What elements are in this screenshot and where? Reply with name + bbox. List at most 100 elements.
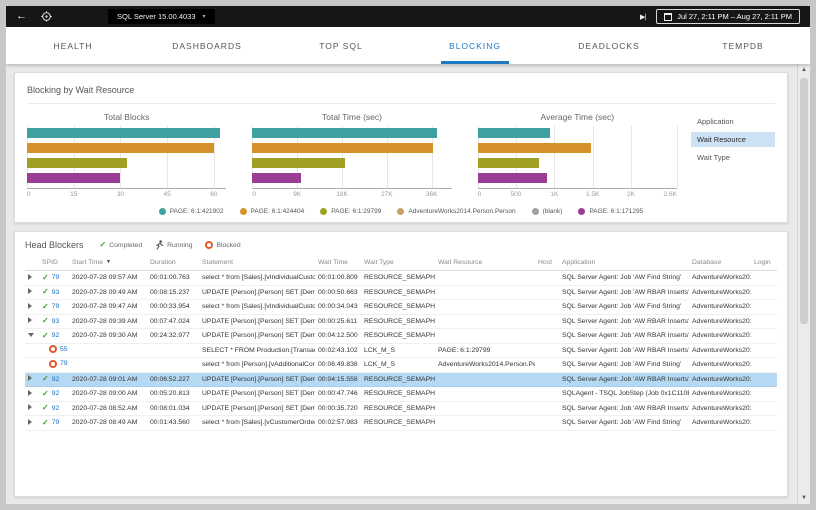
tab-top-sql[interactable]: TOP SQL <box>319 40 363 51</box>
spid-link[interactable]: 79 <box>51 419 60 427</box>
tab-bar: HEALTH DASHBOARDS TOP SQL BLOCKING DEADLOCKS… <box>6 27 810 64</box>
cell-duration: 00:01:00.763 <box>147 270 199 286</box>
tab-deadlocks[interactable]: DEADLOCKS <box>578 40 640 51</box>
bar-page-6-1-421902[interactable] <box>252 128 437 138</box>
col-login[interactable]: Login <box>751 256 777 271</box>
bar-page-6-1-424404[interactable] <box>477 143 592 153</box>
spid-link[interactable]: 92 <box>51 375 60 383</box>
table-row[interactable]: ✓ 79 2020-07-28 08:49 AM 00:01:43.560 select… <box>25 415 777 431</box>
group-by-wait-resource[interactable]: Wait Resource <box>691 132 775 147</box>
spid-link[interactable]: 93 <box>51 317 60 325</box>
collapse-icon[interactable] <box>28 333 34 338</box>
bar-page-6-1-29799[interactable] <box>252 158 345 168</box>
expand-icon[interactable] <box>28 288 32 295</box>
expand-icon[interactable] <box>28 404 32 411</box>
cell-statement: select * from [Sales].[vCustomerOrders] … <box>199 415 315 431</box>
legend-dot <box>239 208 247 215</box>
server-selector-dropdown[interactable]: SQL Server 15.00.4033 ▾ <box>108 9 215 24</box>
table-head: SPID Start Time ▼ Duration Statement Wait Tim… <box>25 256 777 271</box>
cell-host <box>535 328 559 344</box>
cell-spid: 79 <box>39 357 69 373</box>
cell-database: AdventureWorks2014 <box>689 285 751 300</box>
cell-application: SQL Server Agent: Job 'AW RBAR Inserts' <box>559 328 689 344</box>
group-by-wait-type[interactable]: Wait Type <box>697 153 730 162</box>
cell-statement: UPDATE [Person].[Person] SET [Demographi… <box>199 372 315 387</box>
col-statement[interactable]: Statement <box>199 256 315 271</box>
cell-login <box>751 328 777 344</box>
col-start-time[interactable]: Start Time ▼ <box>69 256 147 271</box>
cell-expand <box>25 415 39 431</box>
table-row[interactable]: ✓ 93 2020-07-28 09:39 AM 00:07:47.024 UPDATE… <box>25 314 777 329</box>
scroll-down-icon[interactable]: ▼ <box>801 495 807 501</box>
table-row[interactable]: 79 select * from [Person].[vAdditionalCon… <box>25 357 777 373</box>
bar-page-6-1-424404[interactable] <box>252 143 433 153</box>
col-wait-resource[interactable]: Wait Resource <box>435 256 535 271</box>
chart-title: Average Time (sec) <box>540 112 615 122</box>
cell-wait-type: RESOURCE_SEMAPHORE <box>361 285 435 300</box>
date-range-label: Jul 27, 2:11 PM – Aug 27, 2:11 PM <box>677 12 792 21</box>
tab-tempdb[interactable]: TEMPDB <box>722 40 764 51</box>
col-duration[interactable]: Duration <box>147 256 199 271</box>
col-database[interactable]: Database <box>689 256 751 271</box>
completed-icon: ✓ <box>42 417 49 427</box>
scrollbar-thumb[interactable] <box>800 78 808 325</box>
tab-health[interactable]: HEALTH <box>53 40 93 51</box>
gridline <box>27 126 28 188</box>
cell-wait-resource <box>435 386 535 402</box>
table-row[interactable]: ✓ 79 2020-07-28 09:47 AM 00:00:33.954 select… <box>25 299 777 315</box>
axis-tick-label: 0 <box>27 191 31 198</box>
expand-icon[interactable] <box>28 375 32 382</box>
col-spid[interactable]: SPID <box>39 256 69 271</box>
col-wait-time[interactable]: Wait Time <box>315 256 361 271</box>
expand-icon[interactable] <box>28 302 32 309</box>
table-row[interactable]: ✓ 92 2020-07-28 09:00 AM 00:05:20.813 UPDATE… <box>25 386 777 402</box>
cell-spid: ✓ 93 <box>39 285 69 300</box>
table-row[interactable]: ✓ 93 2020-07-28 09:49 AM 00:08:15.237 UPDATE… <box>25 285 777 300</box>
date-range-picker[interactable]: Jul 27, 2:11 PM – Aug 27, 2:11 PM <box>656 9 800 24</box>
expand-icon[interactable] <box>28 317 32 324</box>
spid-link[interactable]: 93 <box>51 288 60 296</box>
bar-page-6-1-29799[interactable] <box>27 158 127 168</box>
spid-link[interactable]: 92 <box>51 332 60 340</box>
bar-page-6-1-171295[interactable] <box>477 173 547 183</box>
col-label: Wait Type <box>364 259 394 266</box>
legend-dot <box>397 208 405 215</box>
bar-page-6-1-424404[interactable] <box>27 143 214 153</box>
col-label: Wait Resource <box>438 259 483 266</box>
table-row[interactable]: ✓ 79 2020-07-28 09:57 AM 00:01:00.763 select… <box>25 270 777 286</box>
tab-blocking[interactable]: BLOCKING <box>408 27 542 64</box>
back-icon[interactable]: ← <box>16 10 27 22</box>
col-wait-type[interactable]: Wait Type <box>361 256 435 271</box>
table-row[interactable]: 55 SELECT * FROM Production.[TransactionH… <box>25 343 777 358</box>
group-by-application[interactable]: Application <box>697 117 734 126</box>
target-icon[interactable] <box>41 11 52 22</box>
bar-page-6-1-171295[interactable] <box>252 173 302 183</box>
col-host[interactable]: Host <box>535 256 559 271</box>
cell-wait-time: 00:04:15.558 <box>315 372 361 387</box>
spid-link[interactable]: 55 <box>60 345 68 353</box>
legend-item: PAGE: 6:1:171295 <box>578 208 643 215</box>
spid-link[interactable]: 92 <box>51 390 60 398</box>
expand-icon[interactable] <box>28 273 32 280</box>
gridline <box>342 126 344 188</box>
spid-link[interactable]: 79 <box>60 360 68 368</box>
bar-page-6-1-171295[interactable] <box>27 173 121 183</box>
bar-page-6-1-29799[interactable] <box>477 158 539 168</box>
head-blockers-panel: Head Blockers ✓ Completed Running Blocked S… <box>14 231 788 497</box>
tab-dashboards[interactable]: DASHBOARDS <box>172 40 242 51</box>
jump-to-latest-icon[interactable]: ▶| <box>640 13 646 21</box>
bar-page-6-1-421902[interactable] <box>477 128 551 138</box>
table-row[interactable]: ✓ 92 2020-07-28 08:52 AM 00:08:01.034 UPDATE… <box>25 401 777 416</box>
spid-link[interactable]: 79 <box>51 274 60 282</box>
bar-page-6-1-421902[interactable] <box>27 128 221 138</box>
table-row[interactable]: ✓ 92 2020-07-28 09:01 AM 00:06:52.227 UPDATE… <box>25 372 777 387</box>
spid-link[interactable]: 92 <box>51 404 60 412</box>
spid-link[interactable]: 79 <box>51 303 60 311</box>
expand-icon[interactable] <box>28 418 32 425</box>
cell-host <box>535 415 559 431</box>
scroll-up-icon[interactable]: ▲ <box>801 67 807 73</box>
expand-icon[interactable] <box>28 389 32 396</box>
table-row[interactable]: ✓ 92 2020-07-28 09:30 AM 00:24:32.977 UPDATE… <box>25 328 777 344</box>
col-application[interactable]: Application <box>559 256 689 271</box>
vertical-scrollbar[interactable]: ▲ ▼ <box>797 64 810 504</box>
